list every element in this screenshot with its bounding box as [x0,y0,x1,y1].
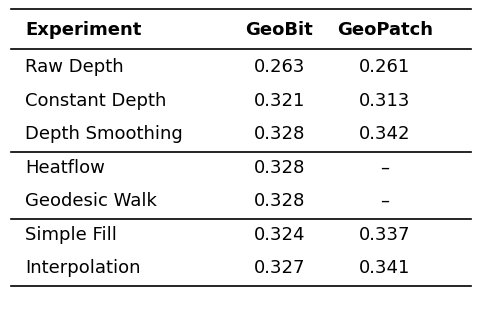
Text: 0.321: 0.321 [254,92,305,110]
Text: Geodesic Walk: Geodesic Walk [26,192,157,210]
Text: 0.263: 0.263 [254,58,305,76]
Text: –: – [380,192,389,210]
Text: Experiment: Experiment [26,21,142,39]
Text: 0.324: 0.324 [254,226,305,244]
Text: 0.313: 0.313 [359,92,411,110]
Text: 0.261: 0.261 [359,58,410,76]
Text: 0.328: 0.328 [254,192,305,210]
Text: 0.327: 0.327 [254,259,305,277]
Text: 0.328: 0.328 [254,159,305,177]
Text: Constant Depth: Constant Depth [26,92,167,110]
Text: 0.342: 0.342 [359,125,411,143]
Text: –: – [380,159,389,177]
Text: Heatflow: Heatflow [26,159,105,177]
Text: Depth Smoothing: Depth Smoothing [26,125,183,143]
Text: Interpolation: Interpolation [26,259,141,277]
Text: 0.337: 0.337 [359,226,411,244]
Text: GeoPatch: GeoPatch [337,21,433,39]
Text: 0.341: 0.341 [359,259,411,277]
Text: Raw Depth: Raw Depth [26,58,124,76]
Text: Simple Fill: Simple Fill [26,226,117,244]
Text: 0.328: 0.328 [254,125,305,143]
Text: GeoBit: GeoBit [245,21,313,39]
